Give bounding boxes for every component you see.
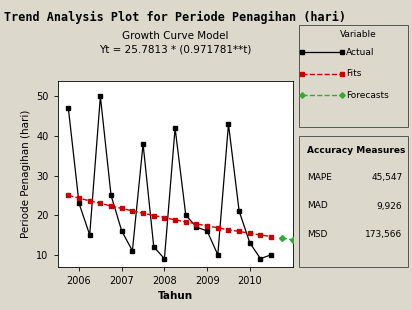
Text: Accuracy Measures: Accuracy Measures	[307, 145, 406, 154]
Text: Yt = 25.7813 * (0.971781**t): Yt = 25.7813 * (0.971781**t)	[99, 45, 251, 55]
Text: Variable: Variable	[340, 30, 377, 39]
Text: Trend Analysis Plot for Periode Penagihan (hari): Trend Analysis Plot for Periode Penagiha…	[4, 11, 346, 24]
Text: Growth Curve Model: Growth Curve Model	[122, 31, 228, 41]
Text: Forecasts: Forecasts	[346, 91, 389, 100]
Text: 45,547: 45,547	[371, 173, 403, 182]
Text: Actual: Actual	[346, 48, 374, 57]
Text: MAPE: MAPE	[307, 173, 332, 182]
Y-axis label: Periode Penagihan (hari): Periode Penagihan (hari)	[21, 109, 31, 238]
Text: 9,926: 9,926	[377, 202, 403, 210]
Text: Fits: Fits	[346, 69, 361, 78]
Text: MSD: MSD	[307, 230, 328, 239]
X-axis label: Tahun: Tahun	[157, 291, 193, 301]
Text: 173,566: 173,566	[365, 230, 403, 239]
Text: MAD: MAD	[307, 202, 328, 210]
